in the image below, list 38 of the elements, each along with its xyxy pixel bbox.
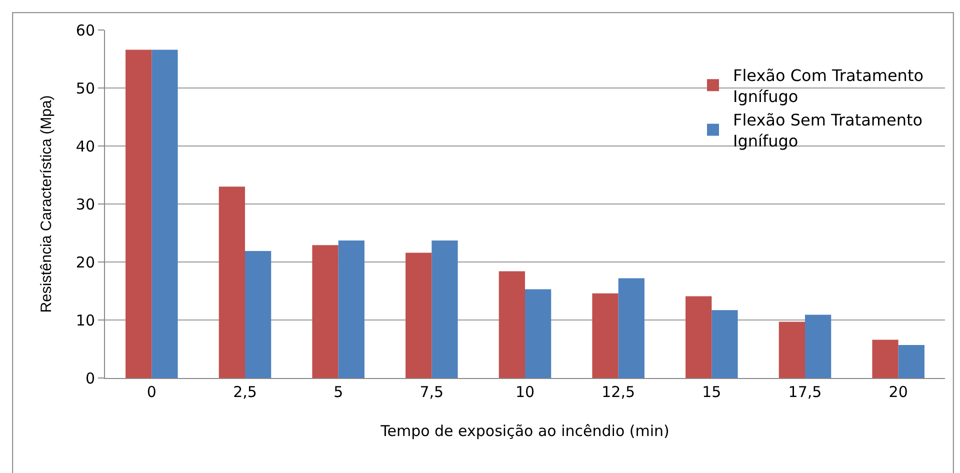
bar <box>592 293 618 378</box>
y-tick-label: 20 <box>76 253 95 272</box>
bar <box>126 50 152 378</box>
y-axis-title: Resistência Característica (Mpa) <box>38 95 56 313</box>
y-tick-label: 40 <box>76 137 95 156</box>
bar <box>872 340 898 378</box>
x-tick-label: 20 <box>888 383 908 401</box>
bar <box>245 250 272 378</box>
legend-label: Flexão Com Tratamento Ignífugo <box>733 66 924 106</box>
y-tick-label: 60 <box>76 21 95 40</box>
bar <box>805 314 832 378</box>
bar <box>338 240 364 378</box>
bar <box>898 344 924 378</box>
bar <box>712 310 738 378</box>
legend-label: Flexão Sem Tratamento Ignífugo <box>733 110 923 150</box>
x-tick-label: 10 <box>515 383 535 401</box>
bar <box>432 240 458 378</box>
bar <box>618 278 644 378</box>
bar <box>406 252 432 378</box>
bar <box>312 245 338 378</box>
bar <box>498 271 525 378</box>
bar <box>686 296 712 378</box>
x-tick-label: 5 <box>334 383 344 401</box>
x-tick-label: 7,5 <box>420 383 444 401</box>
bar <box>525 289 552 378</box>
y-tick-label: 0 <box>85 369 95 388</box>
bar <box>152 50 178 378</box>
x-tick-label: 15 <box>702 383 722 401</box>
x-tick-label: 2,5 <box>233 383 257 401</box>
x-tick-label: 12,5 <box>602 383 636 401</box>
bar <box>218 186 245 378</box>
y-tick-label: 10 <box>76 311 95 330</box>
x-tick-label: 0 <box>146 383 156 401</box>
bar <box>778 322 805 378</box>
y-tick-label: 30 <box>76 195 95 214</box>
x-axis-title: Tempo de exposição ao incêndio (min) <box>380 422 670 440</box>
x-tick-label: 17,5 <box>788 383 822 401</box>
y-tick-label: 50 <box>76 79 95 98</box>
